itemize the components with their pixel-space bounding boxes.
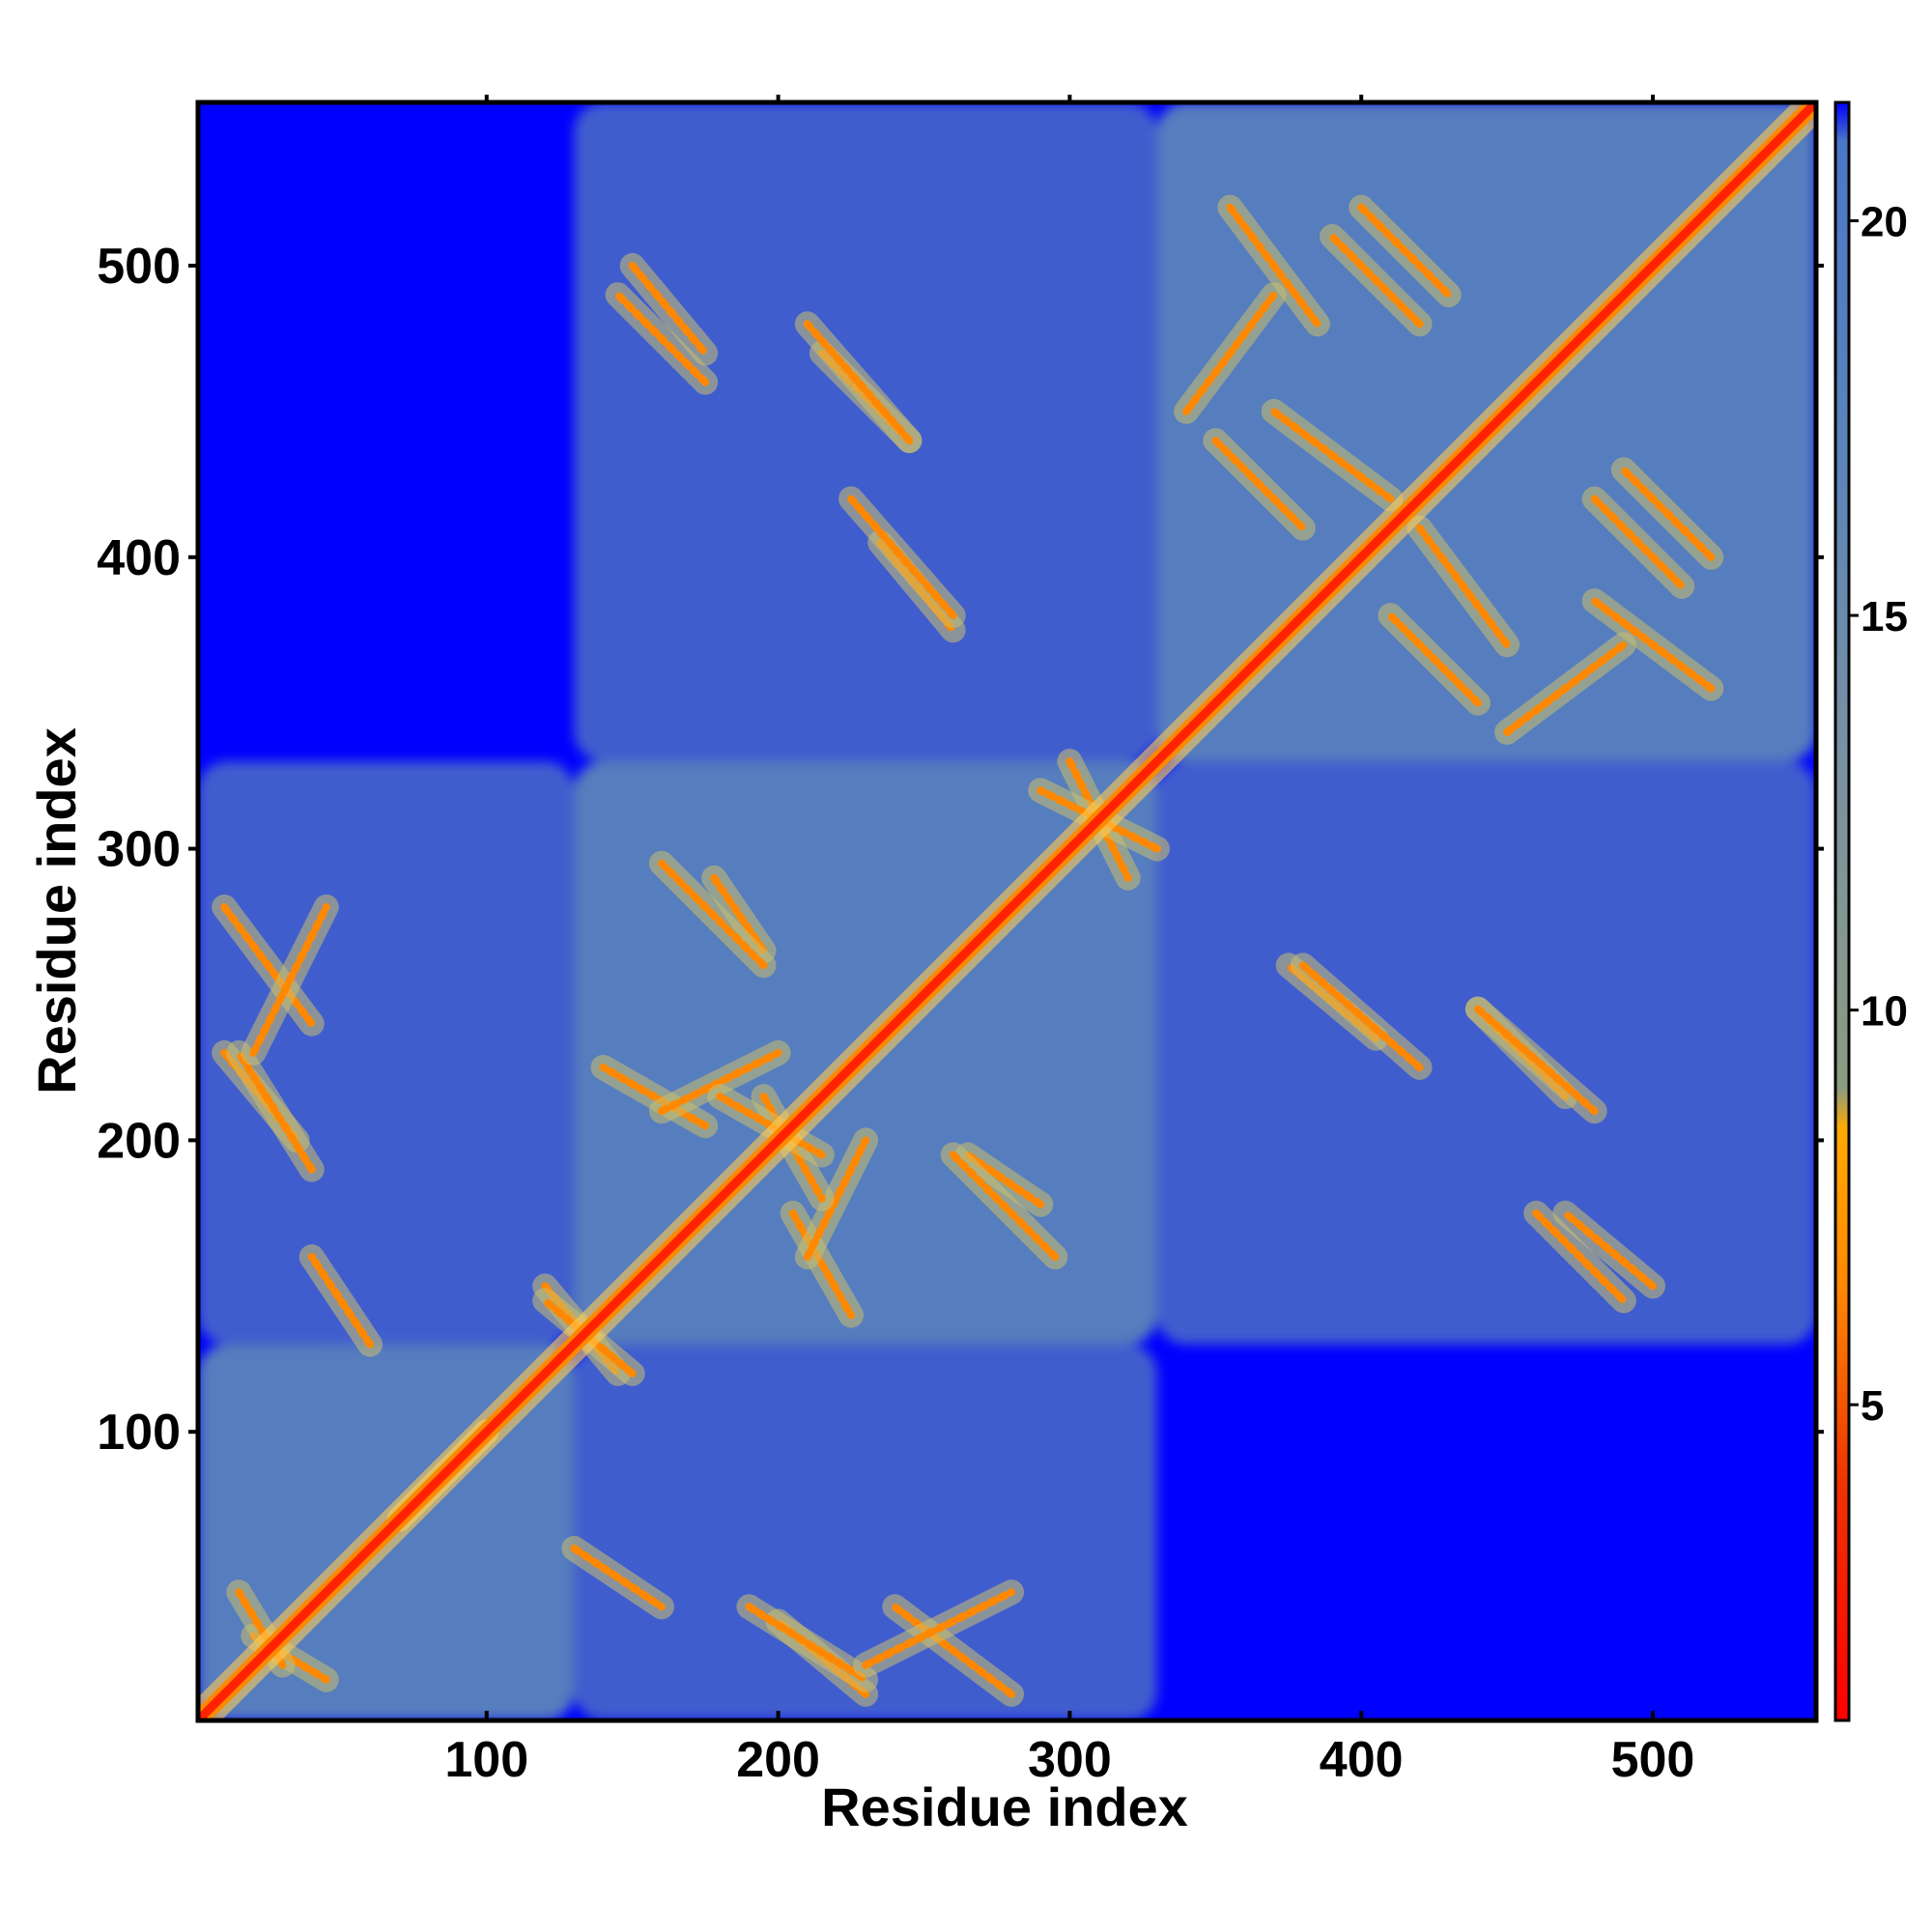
colorbar-tick-label: 15 (1861, 593, 1908, 640)
contact-band (1473, 1005, 1599, 1116)
colorbar-gradient (1835, 102, 1849, 1720)
contact-band (657, 859, 768, 970)
contact-band (307, 1253, 375, 1349)
y-tick-label: 400 (97, 530, 181, 586)
y-tick-label: 300 (97, 822, 181, 878)
y-tick-label: 200 (97, 1113, 181, 1169)
contact-band (599, 1063, 710, 1130)
x-axis-label: Residue index (821, 1776, 1188, 1837)
contact-band (1415, 524, 1512, 649)
contact-band (1590, 495, 1687, 590)
contact-band (847, 495, 957, 620)
contact-band (963, 1151, 1045, 1208)
contact-band (862, 1588, 1016, 1669)
x-axis: 100 200 300 400 500 (444, 95, 1694, 1788)
x-tick-label: 200 (736, 1732, 820, 1788)
contact-band (891, 1603, 1016, 1698)
colorbar: 5 10 15 20 (1833, 100, 1908, 1722)
diagonal-band (198, 102, 1816, 1720)
colorbar-tick-label: 20 (1861, 199, 1908, 246)
contact-band (803, 320, 914, 445)
y-axis-label: Residue index (26, 727, 87, 1094)
contact-band (1503, 640, 1628, 736)
domain-block-mirror (1156, 761, 1816, 1345)
x-tick-label: 400 (1320, 1732, 1404, 1788)
contact-band (1619, 466, 1716, 561)
colorbar-tick-label: 10 (1861, 988, 1908, 1036)
heatmap-area (198, 102, 1816, 1720)
x-tick-label: 100 (444, 1732, 528, 1788)
contact-band (570, 1544, 666, 1611)
domain-block (574, 102, 1157, 762)
contact-band (1590, 597, 1716, 693)
contact-band (1298, 961, 1424, 1071)
x-tick-label: 500 (1611, 1732, 1695, 1788)
contact-band (1211, 437, 1307, 532)
contact-band (220, 902, 316, 1028)
contact-band (249, 902, 330, 1057)
contact-band (1182, 291, 1278, 415)
contact-band (1328, 232, 1424, 328)
contact-band (1386, 611, 1482, 707)
y-tick-label: 100 (97, 1405, 181, 1461)
domain-block-mirror (574, 1344, 1157, 1720)
domain-block (198, 761, 575, 1345)
y-tick-label: 500 (97, 239, 181, 295)
contact-band (1269, 407, 1395, 503)
contact-band (1357, 203, 1453, 299)
colorbar-frame (1833, 100, 1851, 1722)
contact-band (1226, 203, 1321, 328)
contact-band (235, 1048, 316, 1174)
plot-frame (195, 99, 1819, 1723)
contact-band (1532, 1208, 1628, 1305)
diagonal-core (198, 102, 1816, 1720)
contact-band (628, 262, 710, 357)
y-axis: 100 200 300 400 500 (97, 239, 1824, 1461)
contact-band (788, 1208, 856, 1320)
contact-band (745, 1603, 870, 1684)
colorbar-ticks: 5 10 15 20 (1849, 199, 1908, 1430)
colorbar-tick-label: 5 (1861, 1382, 1884, 1430)
contact-band (710, 873, 768, 955)
contact-band (803, 1136, 870, 1262)
contact-band (1561, 1208, 1657, 1291)
contact-band (613, 291, 710, 386)
contact-band (657, 1048, 782, 1116)
x-tick-label: 300 (1028, 1732, 1112, 1788)
contact-band (949, 1151, 1060, 1262)
